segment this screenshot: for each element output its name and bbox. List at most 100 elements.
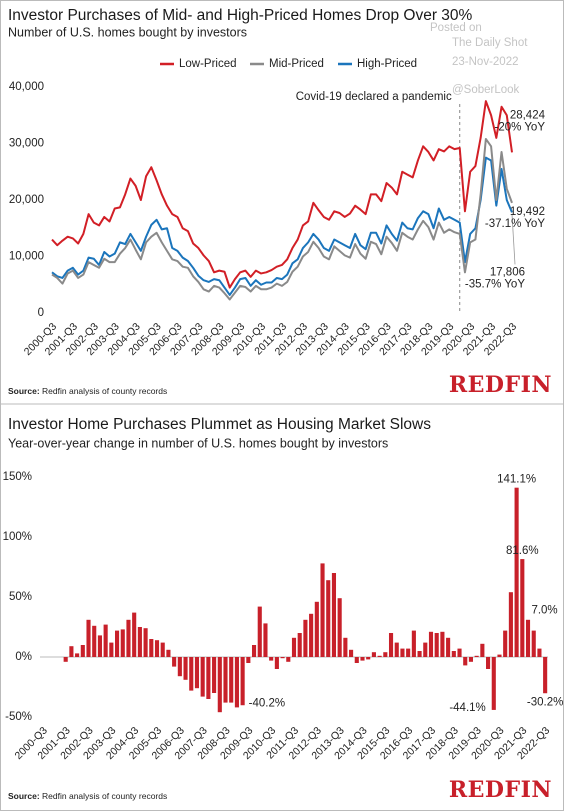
leader-line <box>511 214 516 265</box>
bar <box>446 637 451 657</box>
bar <box>525 619 531 657</box>
watermark: 23-Nov-2022 <box>452 56 518 68</box>
bar <box>503 630 508 657</box>
bar <box>251 645 257 657</box>
bar <box>508 592 513 657</box>
bar <box>463 657 468 666</box>
value-label: 28,424 <box>510 109 546 121</box>
value-label: 7.0% <box>531 605 557 617</box>
y-tick-label: 0% <box>15 651 32 663</box>
value-label: 141.1% <box>497 474 536 486</box>
bar <box>286 657 291 662</box>
bar <box>132 612 137 657</box>
bar <box>240 657 245 706</box>
bar <box>451 651 456 657</box>
bar <box>154 640 160 657</box>
watermark: Posted on <box>430 22 482 34</box>
bar <box>189 657 194 691</box>
bar <box>103 624 108 657</box>
y-tick-label: 100% <box>3 531 32 543</box>
bar <box>400 648 405 657</box>
value-label: -30.2% <box>527 696 563 708</box>
bar <box>406 648 411 657</box>
bar <box>149 639 154 657</box>
bar <box>309 613 314 657</box>
bar <box>263 623 268 657</box>
y-tick-label: 10,000 <box>9 251 44 263</box>
bar <box>343 637 348 657</box>
bar <box>520 559 525 657</box>
source: Source: Redfin analysis of county record… <box>8 791 167 801</box>
bar <box>86 619 91 657</box>
bar <box>303 619 308 657</box>
bar <box>137 627 142 657</box>
bar <box>326 580 331 657</box>
bar <box>337 598 342 657</box>
value-label: -40.2% <box>249 697 285 709</box>
bar <box>92 625 97 657</box>
legend-label: Low-Priced <box>179 58 237 70</box>
y-tick-label: 50% <box>9 591 32 603</box>
chart-title: Investor Home Purchases Plummet as Housi… <box>8 416 431 433</box>
bar <box>434 633 439 657</box>
value-label: 19,492 <box>510 206 545 218</box>
bar <box>331 573 337 657</box>
bar <box>80 645 85 657</box>
bar <box>280 657 285 659</box>
bar <box>543 657 548 694</box>
bar <box>166 649 171 657</box>
bar <box>383 652 388 657</box>
y-tick-label: 0 <box>38 307 44 319</box>
bar <box>217 657 222 713</box>
bar <box>377 655 382 657</box>
yoy-note: -37.1% YoY <box>485 218 545 230</box>
source: Source: Redfin analysis of county record… <box>8 386 167 396</box>
bar <box>194 657 200 689</box>
bar <box>428 631 434 657</box>
bar <box>274 657 279 669</box>
line-series <box>51 156 513 296</box>
bar <box>246 657 251 663</box>
bar <box>360 657 365 661</box>
bar <box>457 648 462 657</box>
bar <box>440 631 445 657</box>
chart-subtitle: Number of U.S. homes bought by investors <box>8 25 247 39</box>
chart-subtitle: Year-over-year change in number of U.S. … <box>8 436 388 450</box>
y-tick-label: 20,000 <box>9 194 44 206</box>
bar <box>200 657 205 697</box>
bar <box>486 657 491 669</box>
annotation: Covid-19 declared a pandemic <box>296 91 452 103</box>
bar <box>491 657 496 710</box>
bar <box>206 657 211 699</box>
bar <box>69 646 74 657</box>
bar <box>172 657 177 667</box>
bar <box>394 642 399 657</box>
y-tick-label: -50% <box>5 711 32 723</box>
source-text: Redfin analysis of county records <box>42 791 167 801</box>
legend-label: Mid-Priced <box>269 58 324 70</box>
yoy-note: -20% YoY <box>494 121 545 133</box>
value-label: 81.6% <box>506 545 539 557</box>
bar <box>75 653 80 657</box>
y-tick-label: 150% <box>3 471 32 483</box>
bar <box>115 630 120 657</box>
value-label: 17,806 <box>490 266 525 278</box>
bar <box>183 657 188 680</box>
bar <box>514 487 519 657</box>
bar <box>349 649 354 657</box>
chart-title: Investor Purchases of Mid- and High-Pric… <box>8 7 473 24</box>
bar <box>371 652 376 657</box>
source-label: Source: <box>8 791 40 801</box>
bar <box>314 601 319 657</box>
bar <box>212 657 217 693</box>
bar <box>177 657 182 677</box>
bar <box>423 642 428 657</box>
bar <box>229 657 234 703</box>
bar <box>468 657 473 662</box>
watermark: The Daily Shot <box>452 37 528 49</box>
bar <box>480 643 485 657</box>
bar <box>497 654 502 657</box>
bar <box>97 635 102 657</box>
bar <box>120 629 125 657</box>
